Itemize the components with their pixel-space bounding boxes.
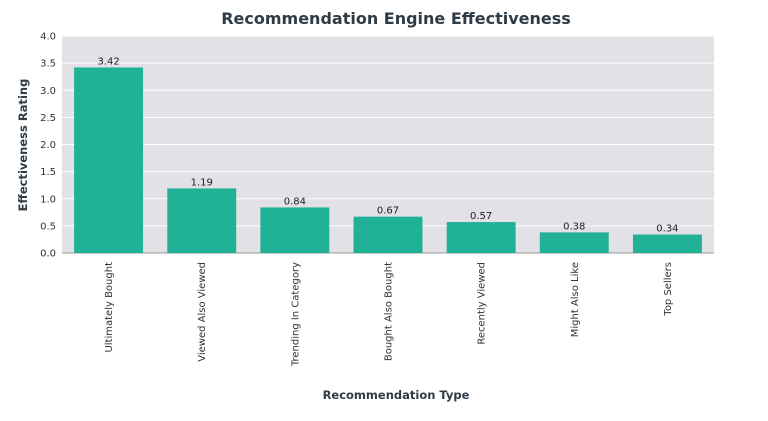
bar[interactable] [632,234,702,253]
y-tick-label: 3.5 [40,59,56,70]
y-tick-label: 3.0 [40,86,56,97]
bar-value-label: 0.57 [470,211,492,222]
bar[interactable] [260,207,330,253]
y-tick-label: 2.5 [40,113,56,124]
x-tick-label: Top Sellers [663,262,674,317]
bar[interactable] [446,222,516,253]
plot-area: 0.0 0.5 1.0 1.5 2.0 2.5 3.0 3.5 4.0 3.42 Ultimatel… [40,32,714,367]
bar-value-label: 0.84 [284,196,306,207]
x-tick-label: Bought Also Bought [384,262,395,361]
bar-value-label: 1.19 [191,177,213,188]
y-tick-label: 2.0 [40,140,56,151]
bar-value-label: 0.38 [563,221,585,232]
bar[interactable] [74,67,144,253]
x-tick-label: Might Also Like [570,262,581,337]
x-axis-title: Recommendation Type [323,388,470,402]
y-tick-label: 4.0 [40,32,56,43]
bar-value-label: 0.34 [656,224,678,235]
x-tick-label: Trending In Category [290,262,301,367]
x-tick-label: Ultimately Bought [104,262,115,353]
y-axis-title: Effectiveness Rating [16,79,30,212]
bar[interactable] [539,232,609,253]
x-tick-label: Recently Viewed [477,262,488,345]
chart-title: Recommendation Engine Effectiveness [221,9,571,28]
bar-value-label: 3.42 [97,56,119,67]
y-tick-label: 0.5 [40,221,56,232]
bar[interactable] [167,188,237,253]
bar[interactable] [353,216,423,253]
x-tick-label: Viewed Also Viewed [197,262,208,362]
y-tick-label: 0.0 [40,249,56,260]
y-tick-label: 1.5 [40,167,56,178]
bar-value-label: 0.67 [377,206,399,217]
y-tick-label: 1.0 [40,194,56,205]
